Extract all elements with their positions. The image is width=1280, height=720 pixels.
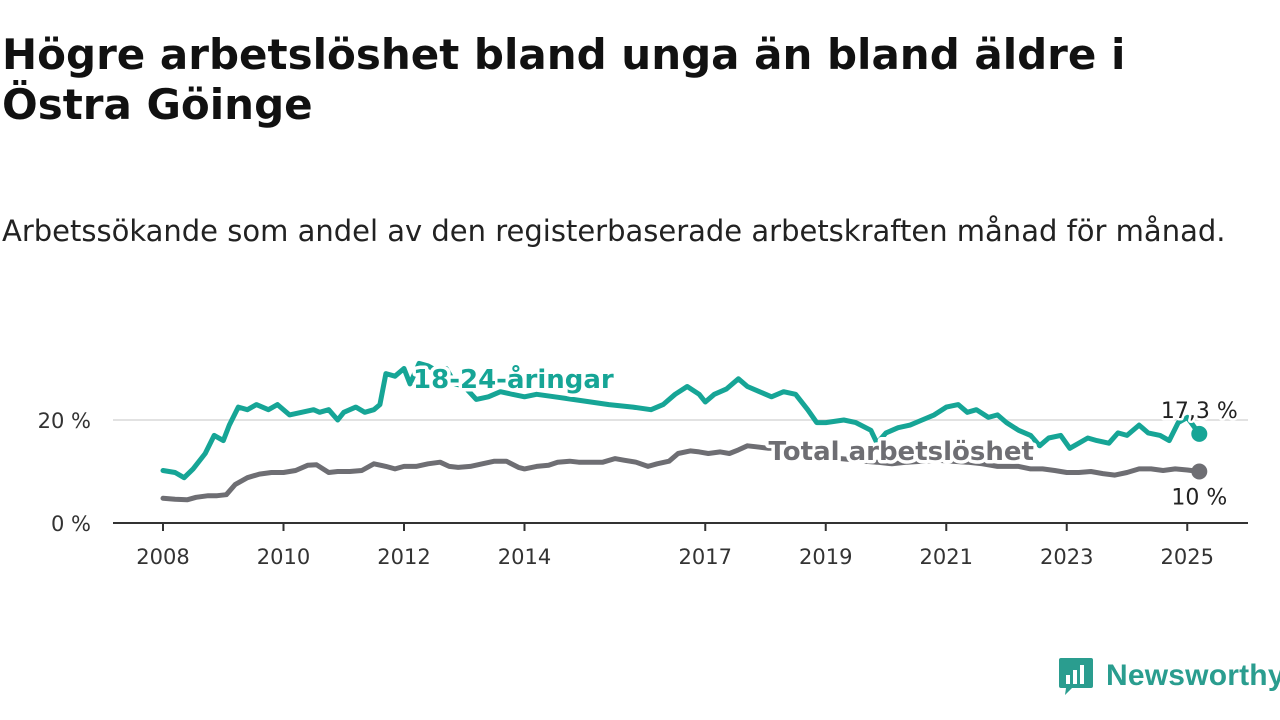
brand-name: Newsworthy	[1106, 659, 1280, 692]
series-label-1: Total arbetslöshet	[769, 437, 1034, 467]
x-tick-label: 2008	[136, 545, 189, 569]
x-tick-label: 2023	[1040, 545, 1093, 569]
series-end-marker-1	[1191, 463, 1208, 480]
y-axis-labels: 0 % 20 %	[38, 409, 91, 536]
line-chart: 0 % 20 % 18-24-åringar 17,3 % Total arbetsl…	[38, 360, 1248, 569]
series-labels: 18-24-åringar 17,3 % Total arbetslöshet 10 …	[410, 360, 1241, 513]
series-line-1	[160, 443, 1202, 503]
x-tick-label: 2021	[920, 545, 973, 569]
x-tick-label: 2012	[377, 545, 430, 569]
y-tick-label: 0 %	[51, 512, 91, 536]
newsworthy-logo-icon	[1059, 658, 1093, 695]
x-tick-label: 2014	[498, 545, 551, 569]
y-tick-label: 20 %	[38, 409, 91, 433]
series-lines	[160, 360, 1208, 503]
series-end-label-1: 10 %	[1171, 486, 1227, 511]
x-tick-label: 2017	[679, 545, 732, 569]
x-tick-label: 2025	[1161, 545, 1214, 569]
chart-title: Högre arbetslöshet bland unga än bland ä…	[2, 30, 1126, 129]
series-line-0	[160, 360, 1202, 481]
x-axis: 2008 2010 2012 2014 2017 2019 2021 2023 2025	[113, 522, 1248, 569]
brand-logo-block: Newsworthy	[1058, 654, 1280, 698]
series-end-label-0: 17,3 %	[1161, 399, 1238, 424]
x-tick-label: 2019	[799, 545, 852, 569]
series-end-marker-0	[1191, 425, 1208, 442]
series-label-0: 18-24-åringar	[413, 363, 614, 395]
x-tick-label: 2010	[257, 545, 310, 569]
chart-subtitle: Arbetssökande som andel av den registerb…	[2, 214, 1226, 248]
